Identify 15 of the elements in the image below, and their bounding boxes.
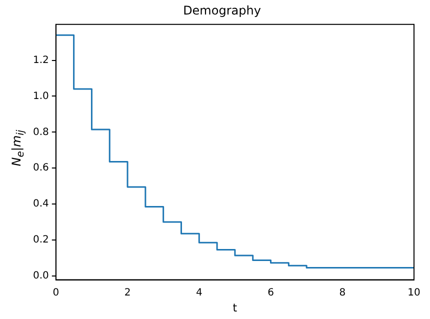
- y-tick-label: 0.0: [32, 270, 49, 282]
- y-tick-label: 1.2: [32, 54, 49, 66]
- x-tick-label: 10: [408, 287, 420, 298]
- x-tick-label: 2: [124, 287, 131, 298]
- x-axis-title: t: [232, 301, 238, 314]
- x-tick-label: 4: [196, 287, 202, 298]
- y-tick-label: 0.8: [32, 126, 49, 138]
- x-tick-label: 6: [268, 287, 274, 298]
- y-tick-label: 0.4: [32, 198, 49, 210]
- x-tick-label: 0: [52, 287, 60, 298]
- chart-title: Demography: [183, 3, 261, 18]
- x-tick-label: 8: [339, 287, 346, 298]
- y-tick-label: 0.6: [32, 162, 49, 174]
- y-tick-label: 0.2: [32, 234, 49, 246]
- y-tick-label: 1.0: [32, 90, 49, 102]
